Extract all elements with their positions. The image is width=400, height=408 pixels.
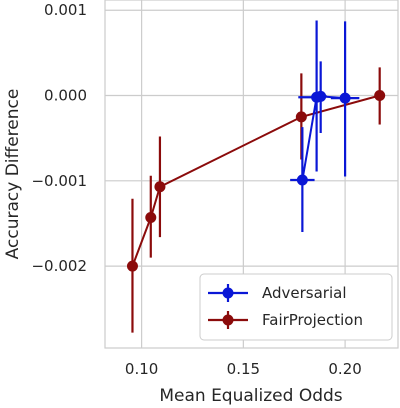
data-point — [126, 260, 138, 272]
tick-labels: 0.10 0.15 0.20 −0.002 −0.001 0.000 0.001 — [31, 1, 361, 378]
legend-label: FairProjection — [262, 311, 363, 329]
y-axis-label: Accuracy Difference — [3, 89, 23, 260]
y-tick-label: −0.002 — [31, 257, 87, 275]
y-tick-label: −0.001 — [31, 172, 87, 190]
data-point — [374, 90, 386, 102]
x-tick-label: 0.10 — [125, 360, 158, 378]
data-point — [145, 212, 157, 223]
series-adversarial — [290, 20, 360, 232]
legend-marker — [222, 314, 234, 326]
legend-label: Adversarial — [262, 284, 347, 302]
legend-box — [199, 273, 393, 341]
y-tick-label: 0.000 — [44, 87, 87, 105]
y-tick-label: 0.001 — [44, 1, 87, 19]
plot-frame — [104, 0, 399, 349]
data-point — [154, 181, 166, 193]
x-tick-label: 0.20 — [328, 360, 361, 378]
legend: Adversarial FairProjection — [199, 273, 393, 341]
legend-marker — [222, 287, 234, 299]
data-point — [295, 111, 307, 123]
x-tick-label: 0.15 — [227, 360, 260, 378]
data-point — [315, 90, 327, 102]
data-point — [296, 174, 308, 186]
data-point — [339, 92, 351, 104]
plot-marks — [126, 20, 386, 333]
series-fairprojection — [126, 67, 386, 333]
x-axis-label: Mean Equalized Odds — [159, 386, 342, 406]
